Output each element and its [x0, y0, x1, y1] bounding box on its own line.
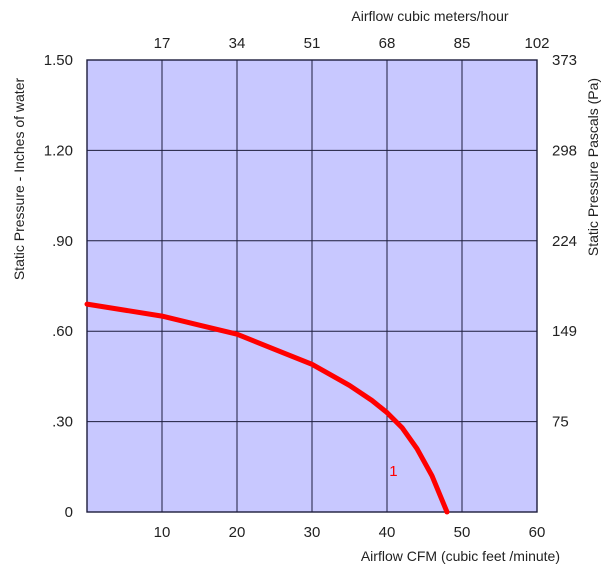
y-tick-label: 0 — [65, 504, 73, 521]
x-tick-label: 60 — [529, 524, 546, 541]
top-axis-title: Airflow cubic meters/hour — [351, 8, 509, 24]
right-axis-ticks: 75 149 224 298 373 — [552, 52, 577, 431]
top-tick-label: 68 — [379, 35, 396, 52]
right-axis-title: Static Pressure Pascals (Pa) — [585, 78, 601, 256]
top-tick-label: 51 — [304, 35, 321, 52]
top-tick-label: 17 — [154, 35, 171, 52]
top-axis-ticks: 17 34 51 68 85 102 — [154, 35, 550, 52]
x-tick-label: 50 — [454, 524, 471, 541]
x-axis-title: Airflow CFM (cubic feet /minute) — [361, 548, 560, 564]
y-tick-label: 1.50 — [44, 52, 73, 69]
x-tick-label: 10 — [154, 524, 171, 541]
grid — [87, 60, 537, 512]
series-line-1 — [84, 301, 450, 515]
x-tick-label: 40 — [379, 524, 396, 541]
right-tick-label: 298 — [552, 142, 577, 159]
x-tick-label: 20 — [229, 524, 246, 541]
x-tick-label: 30 — [304, 524, 321, 541]
y-tick-label: .90 — [52, 233, 73, 250]
x-axis-ticks: 10 20 30 40 50 60 — [154, 524, 546, 541]
y-tick-label: .60 — [52, 323, 73, 340]
top-tick-label: 102 — [524, 35, 549, 52]
y-tick-label: 1.20 — [44, 142, 73, 159]
right-tick-label: 224 — [552, 233, 577, 250]
right-tick-label: 373 — [552, 52, 577, 69]
y-tick-label: .30 — [52, 414, 73, 431]
top-tick-label: 34 — [229, 35, 246, 52]
y-axis-ticks: 0 .30 .60 .90 1.20 1.50 — [44, 52, 73, 521]
y-axis-title: Static Pressure - Inches of water — [11, 78, 27, 281]
plot-frame — [86, 59, 538, 513]
top-tick-label: 85 — [454, 35, 471, 52]
series-label-1: 1 — [389, 463, 397, 480]
right-tick-label: 149 — [552, 323, 577, 340]
right-tick-label: 75 — [552, 414, 569, 431]
